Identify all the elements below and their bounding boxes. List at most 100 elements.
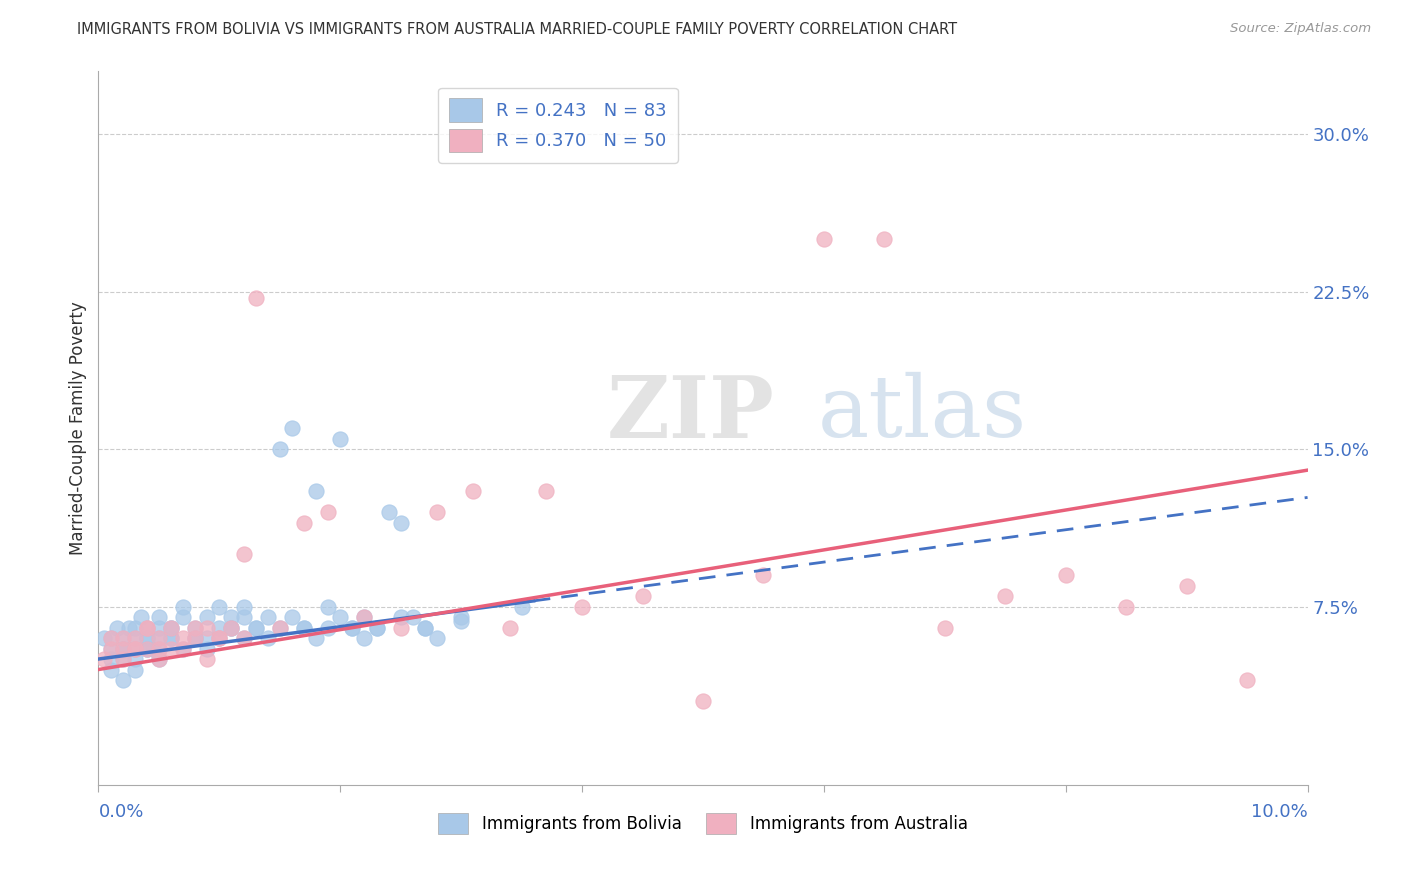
Point [124, 641, 146, 656]
Point [413, 621, 436, 635]
Point [450, 610, 472, 624]
Point [463, 484, 485, 499]
Point [184, 631, 207, 645]
Point [269, 442, 291, 457]
Point [813, 232, 835, 246]
Point [124, 631, 146, 645]
Point [221, 621, 243, 635]
Point [172, 610, 194, 624]
Point [184, 621, 207, 635]
Point [148, 621, 170, 635]
Point [129, 610, 152, 624]
Point [184, 631, 207, 645]
Point [353, 610, 375, 624]
Point [184, 631, 207, 645]
Point [160, 621, 183, 635]
Point [377, 505, 399, 519]
Point [160, 641, 183, 656]
Point [172, 631, 194, 645]
Point [292, 516, 315, 530]
Text: Source: ZipAtlas.com: Source: ZipAtlas.com [1230, 22, 1371, 36]
Point [873, 232, 896, 246]
Point [510, 599, 533, 614]
Point [100, 652, 122, 666]
Point [426, 505, 449, 519]
Point [135, 621, 157, 635]
Point [329, 432, 352, 446]
Point [208, 631, 231, 645]
Point [498, 621, 520, 635]
Point [389, 516, 412, 530]
Point [160, 621, 183, 635]
Point [366, 621, 388, 635]
Point [256, 631, 278, 645]
Point [100, 631, 122, 645]
Point [111, 652, 134, 666]
Point [135, 621, 157, 635]
Point [195, 631, 218, 645]
Point [195, 621, 218, 635]
Point [316, 505, 339, 519]
Point [389, 621, 412, 635]
Point [208, 599, 231, 614]
Point [1115, 599, 1137, 614]
Point [402, 610, 425, 624]
Point [124, 641, 146, 656]
Point [111, 641, 134, 656]
Point [342, 621, 364, 635]
Point [135, 641, 157, 656]
Point [111, 641, 134, 656]
Point [232, 610, 254, 624]
Point [111, 652, 134, 666]
Point [1054, 568, 1077, 582]
Point [208, 631, 231, 645]
Point [195, 610, 218, 624]
Point [105, 621, 128, 635]
Point [426, 631, 449, 645]
Point [305, 631, 328, 645]
Point [184, 621, 207, 635]
Point [232, 631, 254, 645]
Point [221, 610, 243, 624]
Point [148, 631, 170, 645]
Point [135, 621, 157, 635]
Point [148, 652, 170, 666]
Point [269, 621, 291, 635]
Point [353, 610, 375, 624]
Point [994, 589, 1017, 603]
Point [281, 610, 304, 624]
Point [221, 621, 243, 635]
Point [148, 610, 170, 624]
Text: IMMIGRANTS FROM BOLIVIA VS IMMIGRANTS FROM AUSTRALIA MARRIED-COUPLE FAMILY POVER: IMMIGRANTS FROM BOLIVIA VS IMMIGRANTS FR… [77, 22, 957, 37]
Point [135, 641, 157, 656]
Point [135, 631, 157, 645]
Point [269, 621, 291, 635]
Point [631, 589, 654, 603]
Point [232, 599, 254, 614]
Point [571, 599, 593, 614]
Point [124, 631, 146, 645]
Point [100, 641, 122, 656]
Point [316, 621, 339, 635]
Point [245, 291, 267, 305]
Point [221, 621, 243, 635]
Point [93, 652, 115, 666]
Point [305, 484, 328, 499]
Point [281, 421, 304, 435]
Text: ZIP: ZIP [606, 372, 775, 456]
Point [160, 621, 183, 635]
Point [292, 621, 315, 635]
Point [413, 621, 436, 635]
Point [195, 652, 218, 666]
Point [245, 621, 267, 635]
Point [111, 641, 134, 656]
Point [195, 641, 218, 656]
Point [124, 652, 146, 666]
Point [1236, 673, 1258, 687]
Point [692, 694, 714, 708]
Point [148, 641, 170, 656]
Point [934, 621, 956, 635]
Point [148, 631, 170, 645]
Point [93, 631, 115, 645]
Point [752, 568, 775, 582]
